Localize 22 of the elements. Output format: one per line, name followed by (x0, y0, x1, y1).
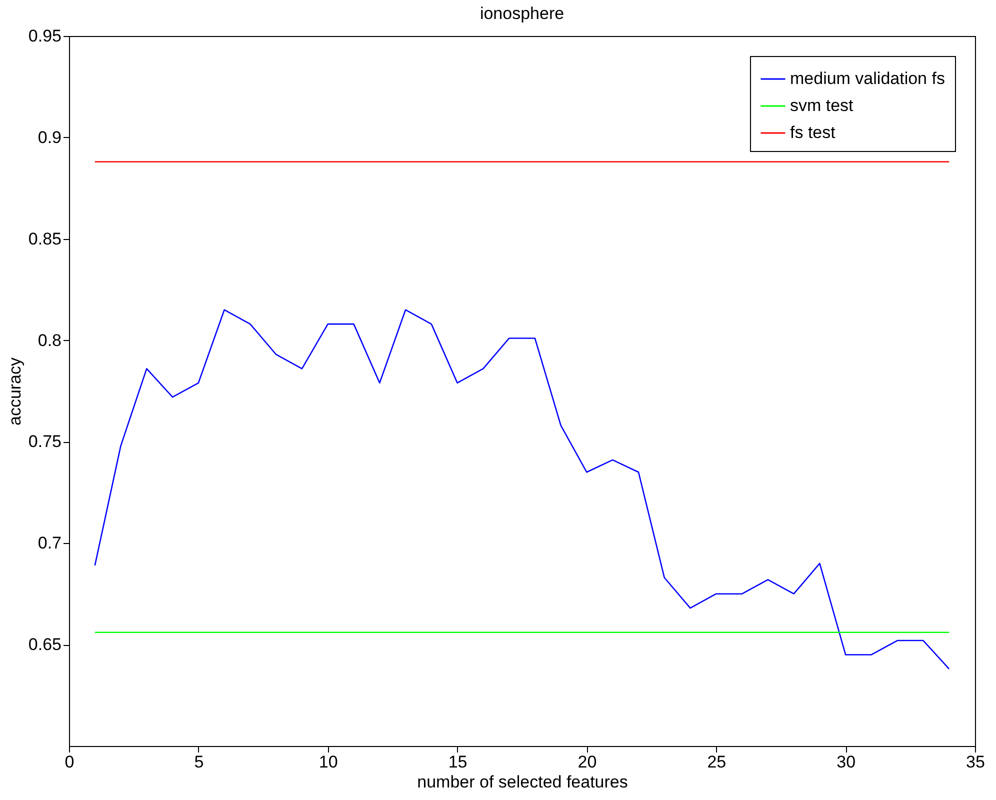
chart-title: ionosphere (480, 4, 564, 23)
x-tick-label: 5 (194, 752, 204, 772)
legend-label: medium validation fs (790, 69, 945, 88)
y-axis-title: accuracy (5, 356, 24, 426)
x-tick-label: 35 (966, 752, 985, 772)
y-tick-label: 0.95 (28, 26, 62, 46)
line-series (94, 309, 950, 670)
y-tick-label: 0.7 (38, 534, 62, 553)
x-tick-label: 30 (836, 752, 856, 772)
y-tick-label: 0.8 (38, 330, 62, 350)
y-tick-label: 0.75 (28, 432, 62, 452)
x-tick-label: 20 (578, 752, 597, 772)
y-tick-label: 0.85 (28, 229, 62, 248)
y-tick-label: 0.9 (38, 128, 62, 147)
x-tick-label: 25 (707, 752, 726, 772)
x-tick-label: 0 (64, 752, 74, 772)
legend-label: fs test (790, 123, 836, 142)
x-tick-label: 10 (318, 752, 338, 772)
legend-label: svm test (790, 96, 854, 115)
y-tick-label: 0.65 (28, 635, 62, 654)
x-axis-title: number of selected features (417, 772, 628, 792)
x-tick-label: 15 (448, 752, 468, 772)
